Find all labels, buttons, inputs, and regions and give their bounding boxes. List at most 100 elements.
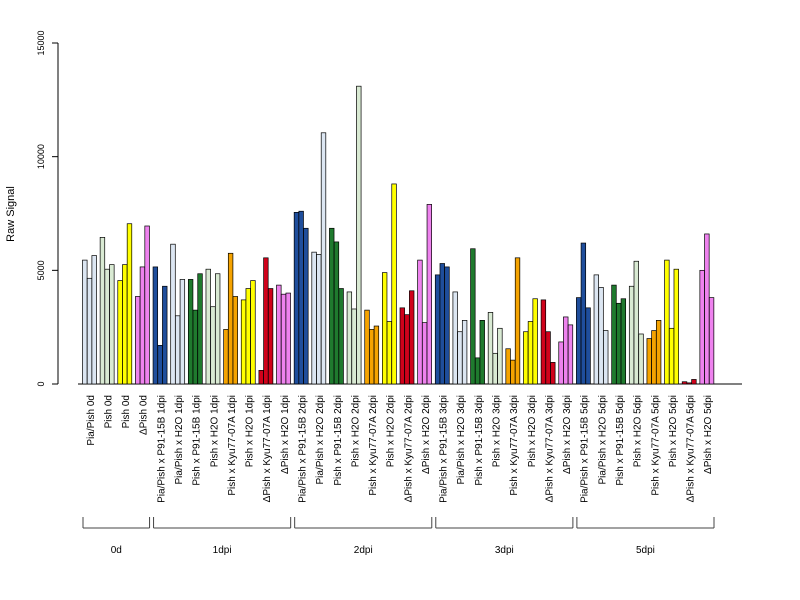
bar [152,266,159,385]
bar [135,296,141,385]
bar [386,321,393,385]
x-tick-label: Pish x Kyu77-07A 5dpi [650,395,661,496]
bar [532,298,538,385]
group-label: 1dpi [213,545,232,556]
x-tick-label: ΔPish x H2O 1dpi [280,395,291,474]
bar [144,225,150,385]
bar [303,227,309,385]
bars [82,85,715,385]
x-tick-label: Pia/Pish x P91-15B 5dpi [580,395,591,503]
bar [417,259,423,385]
x-tick-label: Pia/Pish x P91-15B 1dpi [156,395,167,503]
bar [356,85,362,385]
bar [704,233,710,385]
bar [99,237,106,385]
bar [162,285,168,385]
bar [263,257,269,385]
bar [157,345,163,385]
x-tick-label: Pia/Pish x H2O 3dpi [456,395,467,485]
bar [479,320,485,385]
bar [470,248,476,385]
x-tick-label: ΔPish x Kyu77-07A 5dpi [686,395,697,502]
y-tick-label: 15000 [36,30,46,55]
bar [611,284,617,385]
bar [329,227,335,385]
x-tick-label: ΔPish x H2O 3dpi [562,395,573,474]
x-tick-label: ΔPish x Kyu77-07A 3dpi [544,395,555,502]
bar [497,327,503,385]
x-tick-label: Pish 0d [103,395,114,428]
bar [523,331,529,385]
x-tick-label: Pish 0d [121,395,132,428]
bar [369,329,375,385]
x-tick-label: Pia/Pish x H2O 2dpi [315,395,326,485]
bar [232,296,238,385]
bar [444,266,450,385]
bar [421,322,428,385]
bar [276,284,282,385]
bar [691,379,697,385]
bar [245,288,251,385]
bar [540,299,547,385]
bar [117,280,123,385]
bar [585,307,591,385]
y-tick-label: 10000 [36,144,46,169]
x-tick-label: Pish x Kyu77-07A 1dpi [227,395,238,496]
bar [651,330,657,385]
y-tick-label: 5000 [36,260,46,280]
bar [205,268,211,385]
bar [382,272,388,385]
bar [452,291,458,385]
bar [580,242,587,385]
x-tick-label: Pish x H2O 1dpi [209,395,220,467]
bar [223,329,229,385]
bar [628,285,635,385]
bar [346,291,353,385]
x-tick-label: Pia/Pish x H2O 1dpi [174,395,185,485]
group-label: 0d [111,545,122,556]
bar [673,268,679,385]
bar [86,277,93,385]
bar [576,297,582,385]
x-tick-label: Pish x H2O 1dpi [245,395,256,467]
bar [664,259,670,385]
bar [122,264,128,385]
bar [187,279,194,385]
bar [240,299,247,385]
x-tick-label: Pish x H2O 2dpi [386,395,397,467]
group-label: 2dpi [354,545,373,556]
x-tick-label: Pish x P91-15B 5dpi [615,395,626,486]
bar [439,263,445,385]
bar [545,331,551,385]
x-tick-label: ΔPish x H2O 2dpi [421,395,432,474]
bar [638,333,644,385]
bar [316,254,322,385]
x-tick-label: Pish x P91-15B 2dpi [333,395,344,486]
bar [598,287,604,385]
bar [668,327,675,385]
x-tick-label: Pia/Pish x P91-15B 3dpi [439,395,450,503]
bar [258,370,264,385]
bar [426,204,432,385]
x-tick-label: ΔPish x Kyu77-07A 2dpi [403,395,414,502]
bar [404,314,410,385]
bar [179,279,186,385]
bar [250,280,256,385]
bar [399,307,405,385]
x-tick-label: Pia/Pish x P91-15B 2dpi [297,395,308,503]
bar [527,321,534,385]
x-tick-label: Pia/Pish 0d [86,395,97,446]
bar [699,269,705,385]
bar [616,302,622,385]
bar [338,288,344,385]
bar [320,132,327,385]
x-tick-label: ΔPish x Kyu77-07A 1dpi [262,395,273,502]
bar [708,297,715,385]
x-tick-label: Pia/Pish x H2O 5dpi [597,395,608,485]
bar [603,330,609,385]
bar [175,315,181,385]
bar [293,212,300,385]
bar [646,338,652,385]
